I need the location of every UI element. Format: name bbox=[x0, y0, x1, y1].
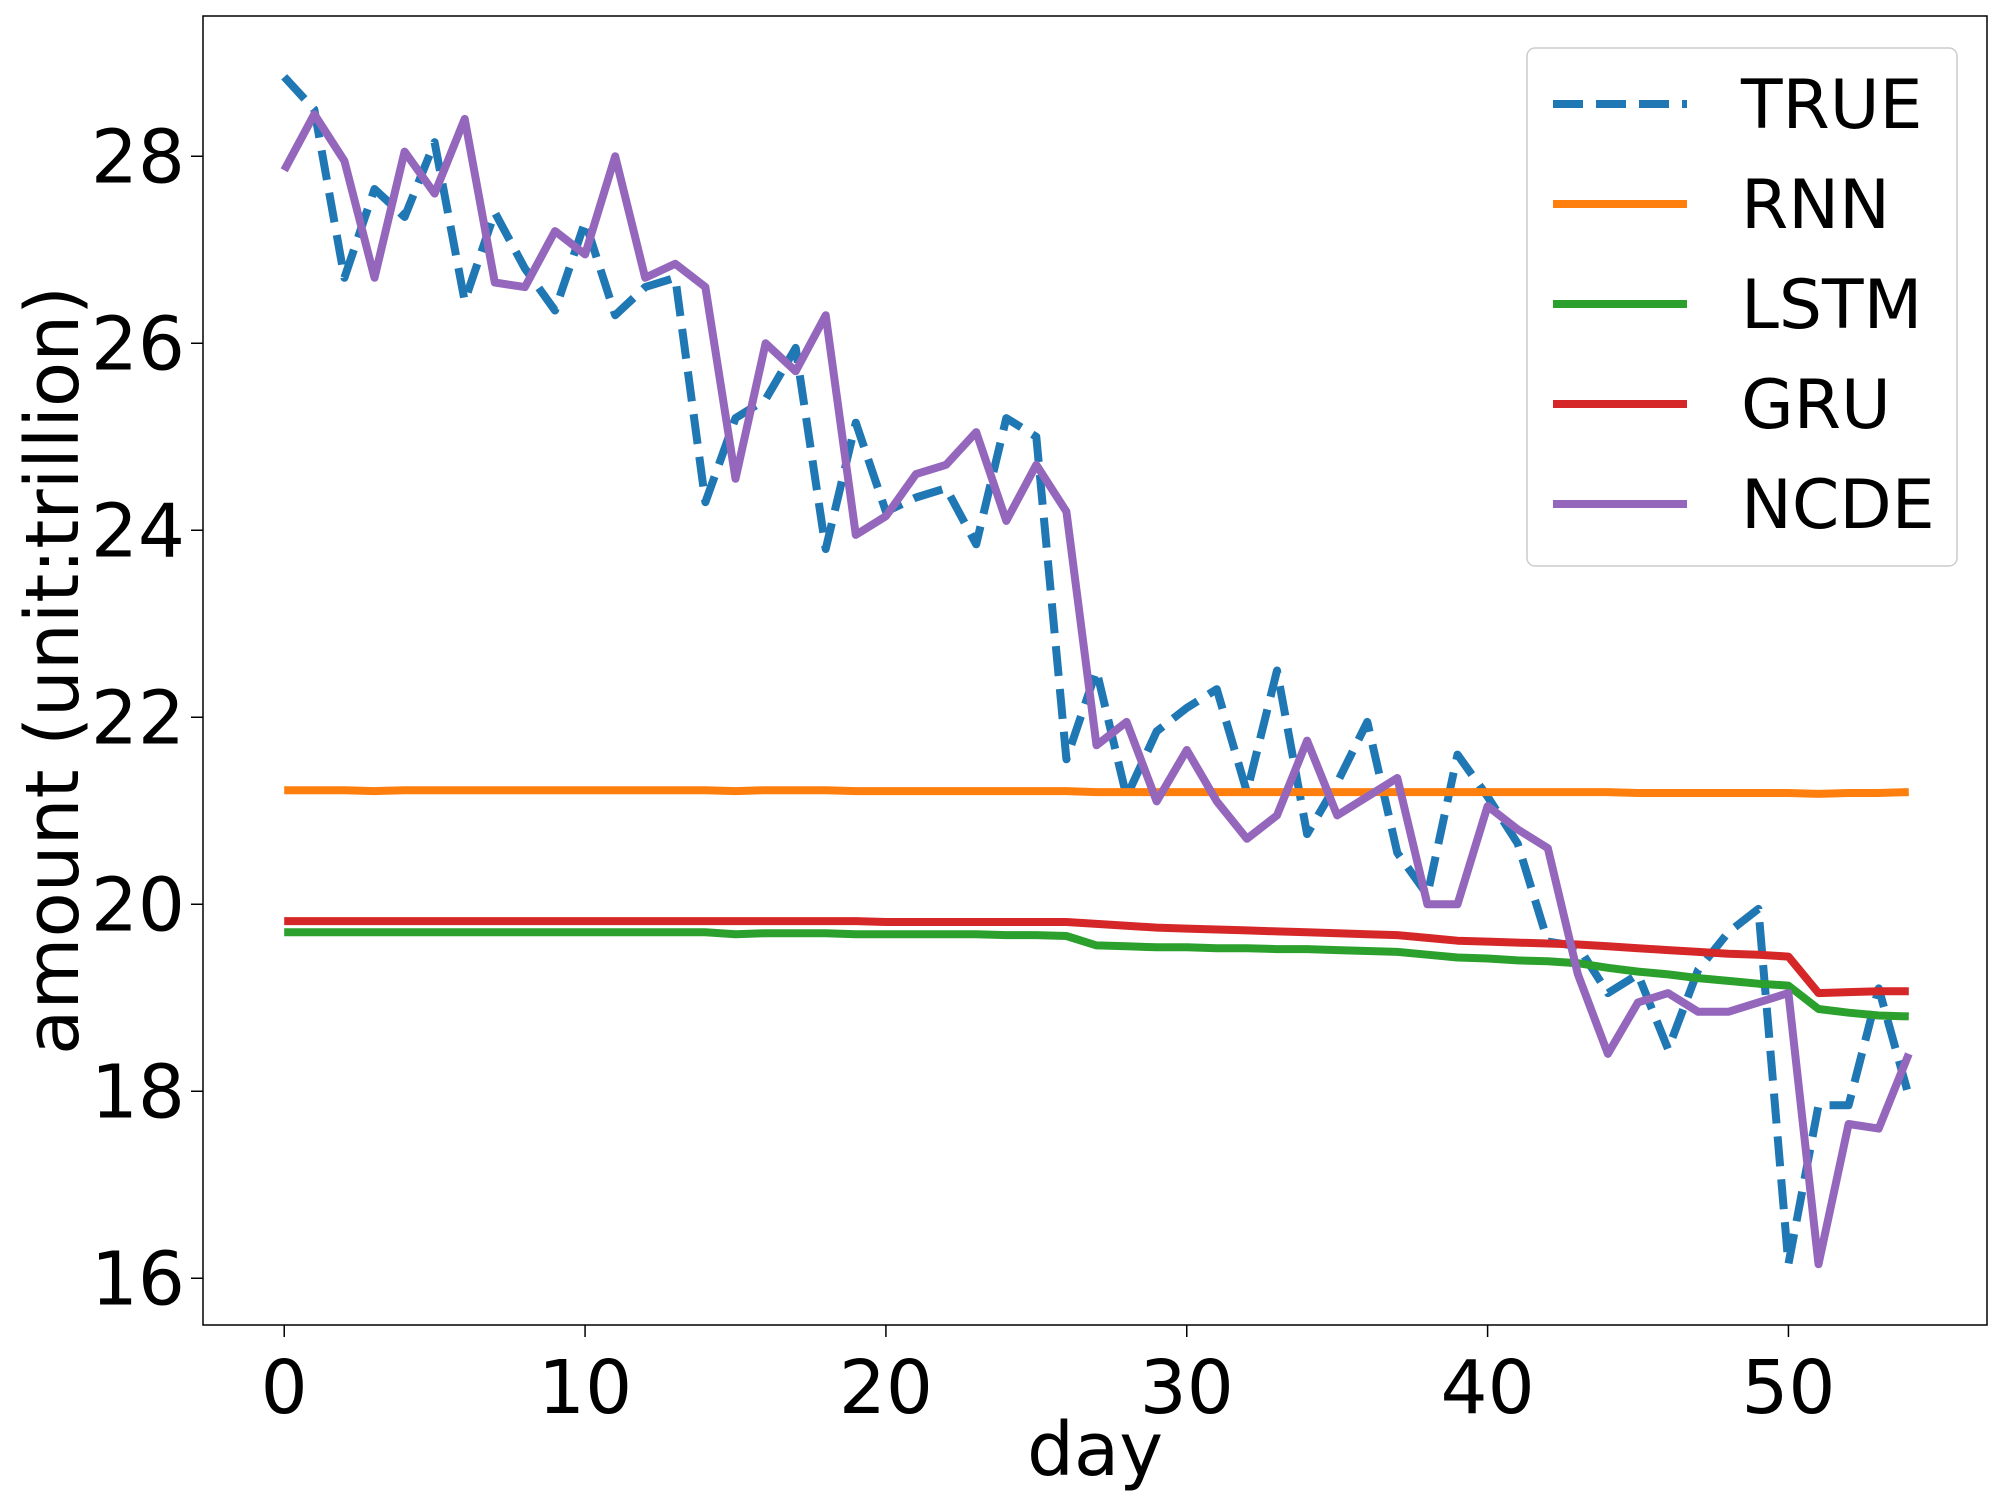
series-line-lstm bbox=[284, 928, 1909, 1021]
legend-label-lstm: LSTM bbox=[1741, 266, 1922, 345]
legend-label-ncde: NCDE bbox=[1741, 466, 1935, 545]
y-tick-label: 24 bbox=[91, 488, 185, 574]
y-tick-label: 28 bbox=[91, 114, 185, 200]
legend-label-true: TRUE bbox=[1740, 66, 1923, 145]
y-tick-label: 20 bbox=[91, 862, 185, 948]
y-tick-label: 26 bbox=[91, 301, 185, 387]
x-axis-label: day bbox=[1027, 1407, 1163, 1493]
series-line-rnn bbox=[284, 786, 1909, 798]
y-tick-label: 22 bbox=[91, 675, 185, 761]
y-tick-label: 16 bbox=[91, 1236, 185, 1322]
x-tick-label: 0 bbox=[261, 1345, 308, 1431]
y-axis: 16 18 20 22 24 26 28 bbox=[91, 114, 203, 1322]
plot-frame bbox=[202, 15, 1988, 1326]
x-tick-label: 50 bbox=[1741, 1345, 1835, 1431]
x-tick-label: 40 bbox=[1441, 1345, 1535, 1431]
legend-box bbox=[1526, 47, 1958, 567]
series-line-ncde bbox=[280, 110, 1913, 1269]
legend-label-rnn: RNN bbox=[1741, 166, 1890, 245]
x-tick-label: 30 bbox=[1140, 1345, 1234, 1431]
x-axis: 0 10 20 30 40 50 bbox=[261, 1325, 1836, 1431]
x-tick-label: 10 bbox=[538, 1345, 632, 1431]
legend-label-gru: GRU bbox=[1741, 366, 1891, 445]
series-line-true bbox=[281, 74, 1913, 1269]
y-tick-label: 18 bbox=[91, 1049, 185, 1135]
x-tick-label: 20 bbox=[839, 1345, 933, 1431]
series-line-gru bbox=[284, 917, 1909, 998]
plot-area bbox=[280, 74, 1913, 1269]
legend: TRUE RNN LSTM GRU NCDE bbox=[1526, 47, 1958, 567]
y-axis-label: amount (unit:trillion) bbox=[10, 286, 96, 1055]
